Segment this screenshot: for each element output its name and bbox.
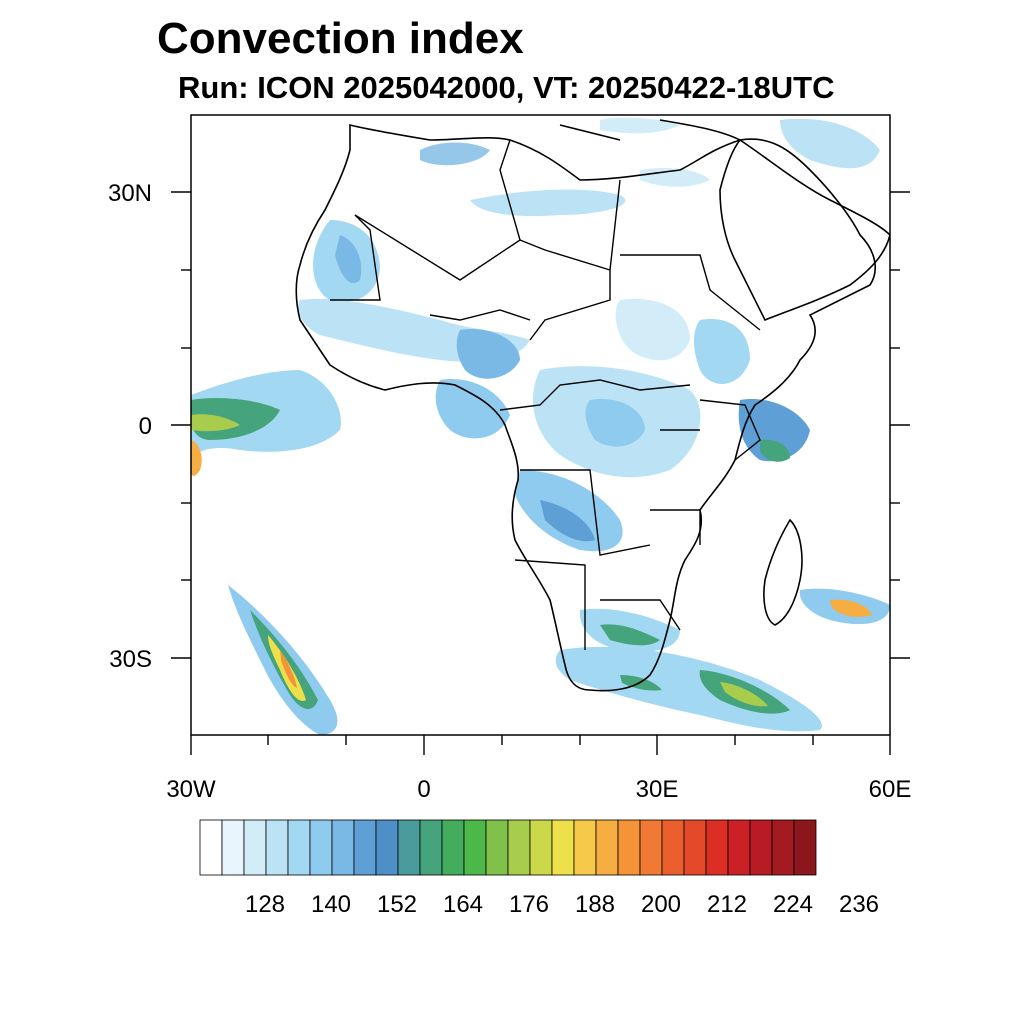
lon-label-0: 0 <box>417 776 430 803</box>
colorbar-swatch <box>771 819 795 876</box>
colorbar-swatch <box>661 819 685 876</box>
colorbar-label: 212 <box>707 891 747 918</box>
colorbar-label: 152 <box>377 891 417 918</box>
country-borders <box>330 139 761 650</box>
colorbar-swatch <box>727 819 751 876</box>
convection-field <box>191 117 890 735</box>
colorbar-swatch <box>551 819 575 876</box>
colorbar-label: 188 <box>575 891 615 918</box>
colorbar-label: 140 <box>311 891 351 918</box>
colorbar-label: 128 <box>245 891 285 918</box>
colorbar-swatch <box>485 819 509 876</box>
map-title: Convection index <box>157 14 524 63</box>
colorbar-label: 236 <box>839 891 879 918</box>
colorbar-swatch <box>683 819 707 876</box>
lat-label-0: 0 <box>139 413 152 440</box>
colorbar-swatch <box>221 819 245 876</box>
lat-label-30n: 30N <box>108 180 152 207</box>
colorbar-label: 200 <box>641 891 681 918</box>
colorbar-swatch <box>375 819 399 876</box>
colorbar-swatch <box>331 819 355 876</box>
colorbar-swatch <box>265 819 289 876</box>
colorbar-swatch <box>507 819 531 876</box>
coastlines <box>295 119 890 692</box>
map-subtitle: Run: ICON 2025042000, VT: 20250422-18UTC <box>178 70 835 105</box>
colorbar-label: 224 <box>773 891 813 918</box>
colorbar-swatch <box>419 819 443 876</box>
axis-ticks <box>171 191 910 755</box>
colorbar-swatch <box>243 819 267 876</box>
lat-label-30s: 30S <box>109 646 152 673</box>
colorbar-swatch <box>529 819 553 876</box>
colorbar-label: 164 <box>443 891 483 918</box>
colorbar-swatch <box>287 819 311 876</box>
lon-label-60e: 60E <box>869 776 912 803</box>
colorbar-swatch <box>397 819 421 876</box>
colorbar-labels: 128 140 152 164 176 188 200 212 224 236 <box>245 891 879 918</box>
colorbar-swatch <box>573 819 597 876</box>
colorbar-swatch <box>353 819 377 876</box>
colorbar <box>199 819 817 876</box>
colorbar-swatch <box>793 819 817 876</box>
colorbar-swatch <box>749 819 773 876</box>
lon-label-30e: 30E <box>636 776 679 803</box>
colorbar-swatch <box>199 819 223 876</box>
colorbar-swatch <box>705 819 729 876</box>
colorbar-swatch <box>617 819 641 876</box>
colorbar-swatch <box>441 819 465 876</box>
colorbar-swatch <box>595 819 619 876</box>
colorbar-label: 176 <box>509 891 549 918</box>
lon-label-30w: 30W <box>166 776 216 803</box>
colorbar-swatch <box>463 819 487 876</box>
colorbar-swatch <box>639 819 663 876</box>
colorbar-swatch <box>309 819 333 876</box>
